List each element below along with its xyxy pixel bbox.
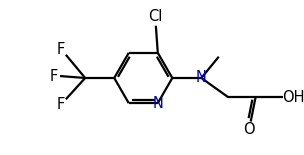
Text: N: N bbox=[152, 96, 163, 111]
Text: N: N bbox=[196, 71, 207, 86]
Text: F: F bbox=[57, 42, 65, 57]
Text: F: F bbox=[50, 69, 58, 84]
Text: F: F bbox=[57, 97, 65, 112]
Text: O: O bbox=[243, 122, 254, 137]
Text: Cl: Cl bbox=[148, 9, 162, 24]
Text: OH: OH bbox=[282, 90, 304, 105]
